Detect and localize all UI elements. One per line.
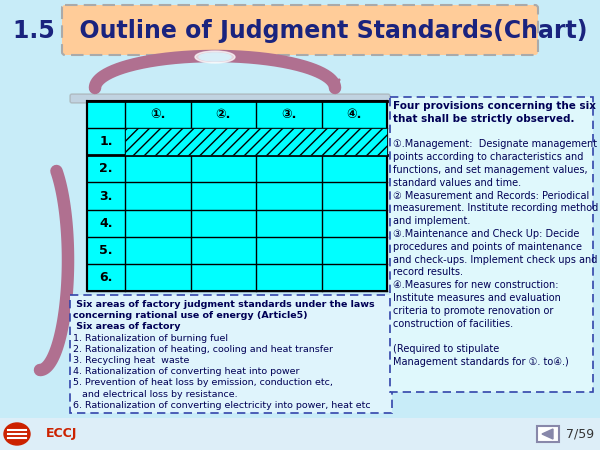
Text: 6. Rationalization of converting electricity into power, heat etc: 6. Rationalization of converting electri… <box>73 401 371 410</box>
Polygon shape <box>542 429 553 439</box>
Text: ①.Management:  Designate management: ①.Management: Designate management <box>393 140 597 149</box>
Text: Six areas of factory: Six areas of factory <box>73 322 181 331</box>
Bar <box>87 101 387 291</box>
Bar <box>125 128 387 155</box>
Ellipse shape <box>4 423 30 445</box>
Text: 3.: 3. <box>100 189 113 202</box>
Text: 1.: 1. <box>99 135 113 148</box>
Text: points according to characteristics and: points according to characteristics and <box>393 152 583 162</box>
Text: Management standards for ①. to④.): Management standards for ①. to④.) <box>393 357 569 367</box>
Text: concerning rational use of energy (Article5): concerning rational use of energy (Artic… <box>73 311 308 320</box>
Text: standard values and time.: standard values and time. <box>393 178 521 188</box>
Text: record results.: record results. <box>393 267 463 277</box>
Ellipse shape <box>199 53 231 61</box>
FancyBboxPatch shape <box>62 5 538 55</box>
Text: ②.: ②. <box>215 108 231 121</box>
Text: procedures and points of maintenance: procedures and points of maintenance <box>393 242 582 252</box>
Text: 5. Prevention of heat loss by emission, conduction etc,: 5. Prevention of heat loss by emission, … <box>73 378 333 387</box>
Text: and electrical loss by resistance.: and electrical loss by resistance. <box>73 390 238 399</box>
FancyBboxPatch shape <box>70 94 390 103</box>
Text: ECCJ: ECCJ <box>46 428 77 441</box>
Text: ③.: ③. <box>281 108 296 121</box>
Text: measurement. Institute recording method: measurement. Institute recording method <box>393 203 598 213</box>
Text: and check-ups. Implement check ups and: and check-ups. Implement check ups and <box>393 255 598 265</box>
Text: ④.Measures for new construction:: ④.Measures for new construction: <box>393 280 559 290</box>
Bar <box>0 418 600 450</box>
Text: construction of facilities.: construction of facilities. <box>393 319 513 328</box>
Text: 3. Recycling heat  waste: 3. Recycling heat waste <box>73 356 190 365</box>
Text: ④.: ④. <box>347 108 362 121</box>
Ellipse shape <box>195 51 235 63</box>
Text: Six areas of factory judgment standards under the laws: Six areas of factory judgment standards … <box>73 300 374 309</box>
Text: ② Measurement and Records: Periodical: ② Measurement and Records: Periodical <box>393 191 589 201</box>
Text: 5.: 5. <box>99 244 113 257</box>
Text: 4.: 4. <box>99 216 113 230</box>
Text: 1. Rationalization of burning fuel: 1. Rationalization of burning fuel <box>73 333 228 342</box>
Text: ③.Maintenance and Check Up: Decide: ③.Maintenance and Check Up: Decide <box>393 229 580 239</box>
Text: 6.: 6. <box>100 271 113 284</box>
Text: 2. Rationalization of heating, cooling and heat transfer: 2. Rationalization of heating, cooling a… <box>73 345 333 354</box>
Text: Four provisions concerning the six areas: Four provisions concerning the six areas <box>393 101 600 111</box>
Text: ①.: ①. <box>150 108 166 121</box>
Text: 1.5   Outline of Judgment Standards(Chart): 1.5 Outline of Judgment Standards(Chart) <box>13 19 587 43</box>
Text: 7/59: 7/59 <box>566 428 594 441</box>
Text: 4. Rationalization of converting heat into power: 4. Rationalization of converting heat in… <box>73 367 299 376</box>
Text: (Required to stipulate: (Required to stipulate <box>393 344 499 354</box>
FancyBboxPatch shape <box>70 295 392 413</box>
Text: Institute measures and evaluation: Institute measures and evaluation <box>393 293 561 303</box>
Text: criteria to promote renovation or: criteria to promote renovation or <box>393 306 553 316</box>
Text: and implement.: and implement. <box>393 216 470 226</box>
Bar <box>537 426 559 442</box>
FancyBboxPatch shape <box>390 97 593 392</box>
Text: 2.: 2. <box>99 162 113 176</box>
Text: functions, and set management values,: functions, and set management values, <box>393 165 587 175</box>
Text: that shall be strictly observed.: that shall be strictly observed. <box>393 114 575 124</box>
